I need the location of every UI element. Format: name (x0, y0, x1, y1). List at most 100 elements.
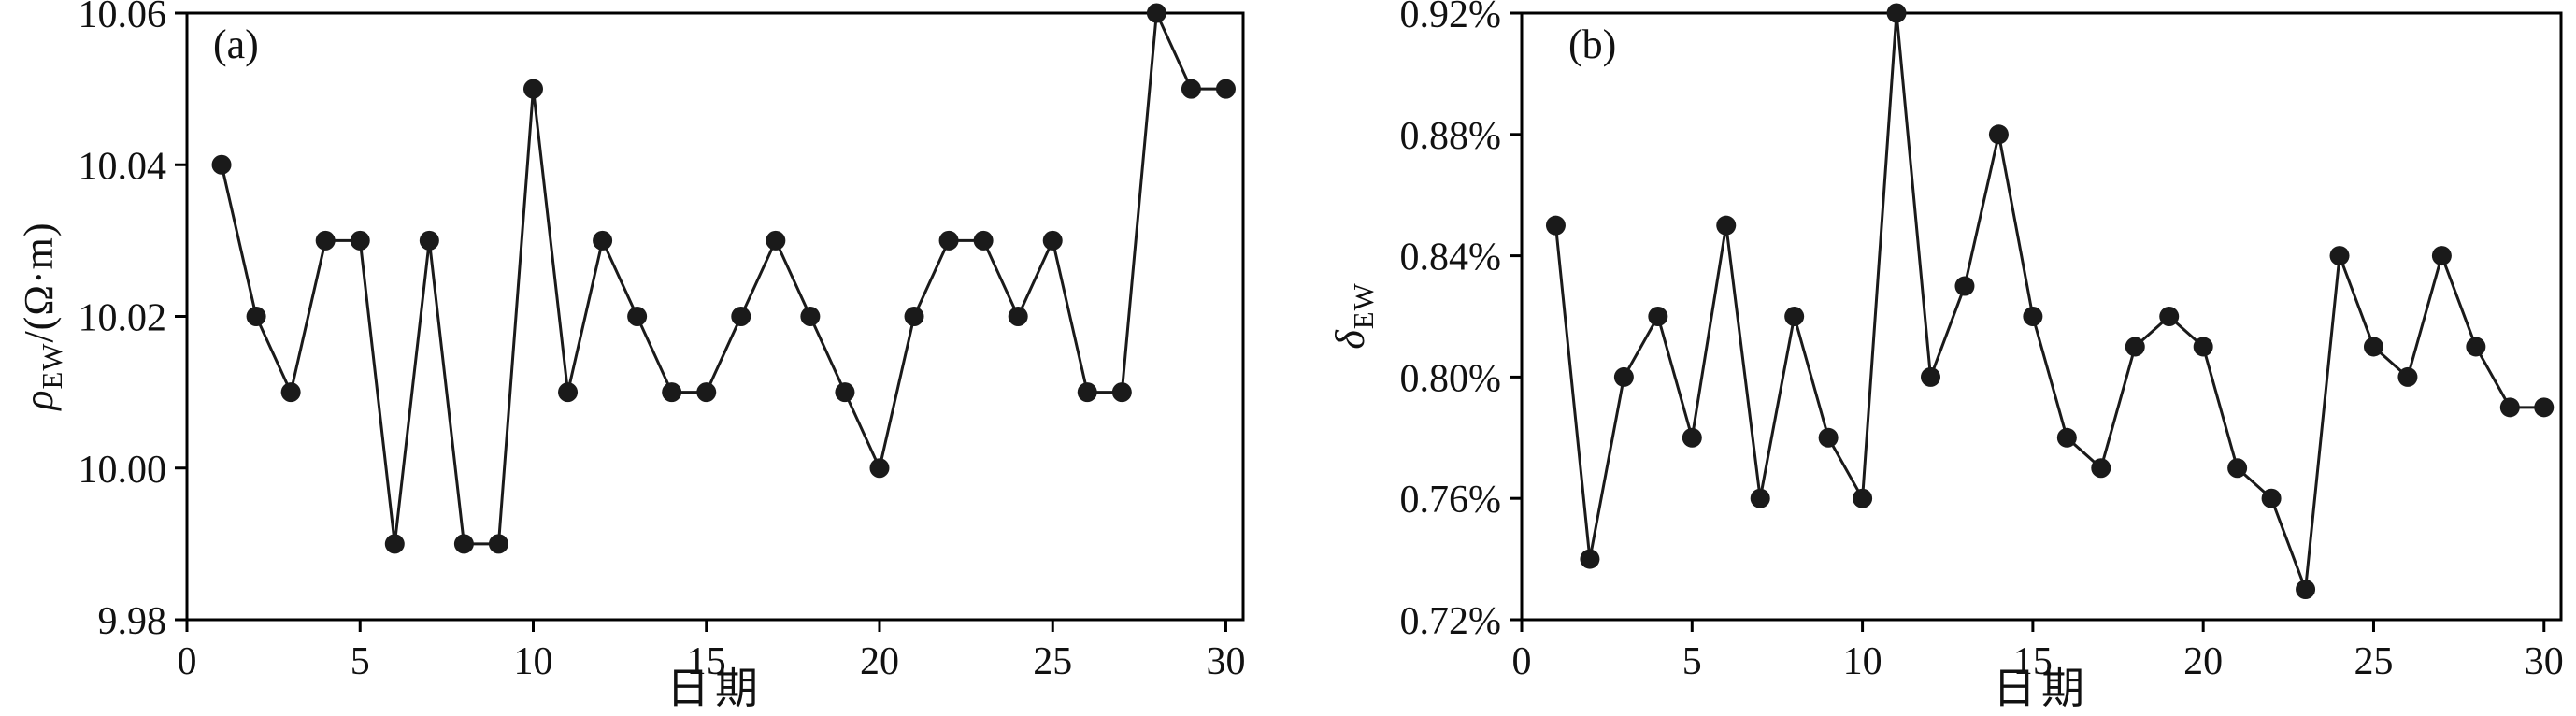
data-point (2023, 307, 2043, 326)
y-axis-subscript-b: EW (1347, 282, 1380, 330)
data-point (1008, 307, 1028, 326)
data-point (1818, 427, 1839, 448)
data-point (2159, 307, 2180, 326)
x-tick-label: 25 (1033, 640, 1072, 683)
x-tick-label: 15 (2013, 640, 2053, 683)
data-point (1784, 307, 1805, 326)
x-tick-label: 10 (513, 640, 552, 683)
y-tick-label: 10.04 (79, 145, 167, 188)
y-tick-label: 0.92% (1400, 0, 1502, 36)
panel-label-a: (a) (213, 21, 259, 67)
x-tick-label: 20 (2183, 640, 2223, 683)
data-point (1886, 3, 1907, 23)
y-tick-label: 10.00 (79, 449, 167, 492)
data-point (1853, 488, 1873, 508)
panel-label-b: (b) (1568, 21, 1617, 67)
x-tick-label: 15 (687, 640, 726, 683)
data-point (1716, 215, 1737, 236)
data-point (1181, 79, 1201, 99)
data-point (2397, 366, 2418, 387)
data-line (220, 7, 1226, 546)
data-point (973, 230, 994, 251)
x-tick-label: 0 (178, 640, 197, 683)
data-point (2296, 580, 2316, 600)
data-point (1921, 366, 1941, 387)
x-tick-label: 30 (1206, 640, 1245, 683)
y-tick-label: 0.84% (1400, 236, 1502, 279)
data-point (2125, 337, 2145, 357)
data-point (1215, 79, 1236, 99)
data-point (280, 382, 301, 403)
data-point (1146, 3, 1166, 23)
data-point (904, 307, 924, 326)
data-point (453, 534, 474, 554)
data-point (1613, 366, 1634, 387)
y-axis-symbol-b: δ (1327, 329, 1374, 350)
data-line (1553, 12, 2544, 591)
data-point (835, 382, 855, 403)
data-point (384, 534, 405, 554)
data-point (1988, 124, 2009, 145)
y-tick-label: 0.88% (1400, 115, 1502, 158)
data-point (593, 230, 613, 251)
data-point (419, 230, 439, 251)
data-point (246, 307, 266, 326)
data-point (1042, 230, 1063, 251)
data-point (731, 307, 751, 326)
x-tick-label: 10 (1843, 640, 1882, 683)
data-point (2193, 337, 2213, 357)
y-tick-label: 0.80% (1400, 357, 1502, 400)
data-point (1580, 549, 1600, 569)
plot-frame (1520, 11, 2563, 622)
x-tick-label: 20 (860, 640, 899, 683)
x-tick-label: 5 (351, 640, 370, 683)
data-point (350, 230, 370, 251)
data-point (211, 154, 232, 175)
data-point (2056, 427, 2077, 448)
data-point (766, 230, 786, 251)
data-point (2534, 397, 2555, 418)
data-point (558, 382, 579, 403)
y-tick-label: 0.72% (1400, 600, 1502, 643)
x-tick-label: 30 (2525, 640, 2564, 683)
data-point (1682, 427, 1702, 448)
data-point (2363, 337, 2383, 357)
data-point (627, 307, 648, 326)
data-point (1750, 488, 1770, 508)
data-point (2091, 458, 2111, 479)
data-point (662, 382, 682, 403)
plot-frame (185, 11, 1245, 622)
x-tick-label: 25 (2354, 640, 2393, 683)
data-point (1077, 382, 1097, 403)
y-axis-suffix-a: /(Ω·m) (16, 222, 63, 343)
plot-area-a: 0 5 10 15 20 25 30 9.98 10.00 10.02 10.04 10.06 (79, 0, 1246, 683)
y-axis-symbol-a: ρ (16, 389, 63, 410)
data-point (938, 230, 959, 251)
y-tick-label: 10.02 (79, 297, 167, 340)
data-point (2499, 397, 2520, 418)
data-point (2227, 458, 2248, 479)
data-point (522, 79, 543, 99)
data-point (2466, 337, 2486, 357)
chart-panel-b: 0 5 10 15 20 25 30 0.72% 0.76% 0.80% 0.84% 0.88% 0.9… (1288, 0, 2576, 713)
data-point (488, 534, 508, 554)
x-tick-label: 5 (1682, 640, 1702, 683)
data-point (1111, 382, 1132, 403)
data-point (696, 382, 717, 403)
x-axis-label-b: 日期 (1993, 665, 2090, 712)
data-point (800, 307, 821, 326)
y-tick-label: 9.98 (98, 600, 167, 643)
data-point (2431, 246, 2452, 266)
y-tick-label: 10.06 (79, 0, 167, 36)
x-axis-label-a: 日期 (666, 665, 764, 712)
plot-area-b: 0 5 10 15 20 25 30 0.72% 0.76% 0.80% 0.84% 0.88% 0.9… (1400, 0, 2564, 683)
y-tick-label: 0.76% (1400, 479, 1502, 522)
y-axis-label-a: ρEW/(Ω·m) (15, 222, 69, 409)
data-point (1954, 276, 1975, 296)
data-point (315, 230, 336, 251)
x-tick-label: 0 (1512, 640, 1532, 683)
data-point (2329, 246, 2350, 266)
data-point (2261, 488, 2282, 508)
data-point (1648, 307, 1668, 326)
